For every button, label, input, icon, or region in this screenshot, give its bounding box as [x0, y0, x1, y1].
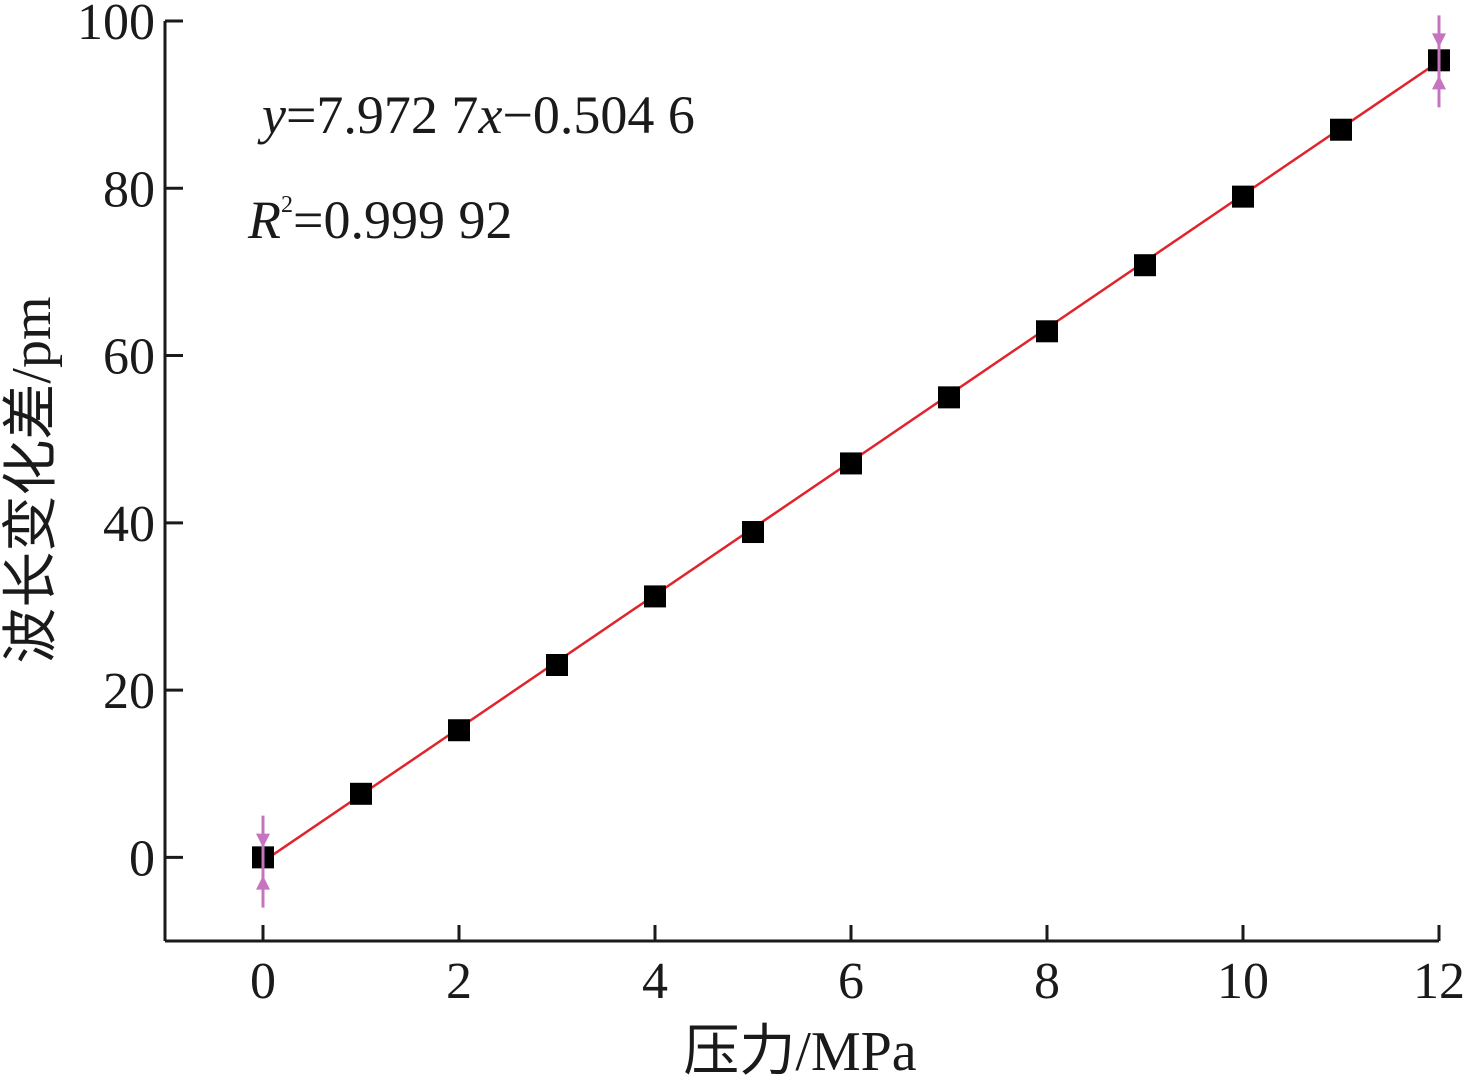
data-point-0-2	[448, 719, 470, 742]
r2-r: R	[247, 190, 281, 250]
range-marker-arrow-down-0	[256, 875, 270, 890]
range-marker-1	[1432, 15, 1446, 108]
range-marker-0	[256, 815, 270, 908]
y-tick-label-20: 20	[103, 663, 155, 720]
range-marker-arrow-up-0	[256, 833, 270, 848]
y-tick-label-40: 40	[103, 496, 155, 553]
x-tick-label-4: 4	[642, 953, 668, 1010]
range-markers	[256, 15, 1446, 908]
data-point-0-11	[1330, 118, 1352, 141]
data-point-0-8	[1036, 320, 1058, 343]
data-point-0-6	[840, 452, 862, 475]
range-marker-arrow-up-1	[1432, 33, 1446, 48]
x-axis-title: 压力/MPa	[683, 1021, 916, 1078]
axes	[163, 21, 1439, 943]
data-point-0-4	[644, 585, 666, 608]
r2-value: =0.999 92	[293, 190, 512, 250]
data-point-0-10	[1232, 185, 1254, 208]
data-point-0-9	[1134, 254, 1156, 277]
fit-equation: y=7.972 7x−0.504 6	[257, 85, 695, 145]
eq-y: y	[257, 85, 286, 145]
y-tick-label-60: 60	[103, 329, 155, 386]
eq-part-1: =7.972 7	[286, 85, 478, 145]
x-tick-label-12: 12	[1413, 953, 1465, 1010]
r-squared: R2=0.999 92	[247, 190, 512, 250]
data-point-0-1	[350, 782, 372, 805]
eq-part-2: −0.504 6	[502, 85, 694, 145]
x-tick-label-8: 8	[1034, 953, 1060, 1010]
x-tick-label-10: 10	[1217, 953, 1269, 1010]
range-marker-arrow-down-1	[1432, 75, 1446, 90]
x-tick-label-2: 2	[446, 953, 472, 1010]
data-points	[252, 49, 1450, 869]
data-point-0-3	[546, 654, 568, 676]
y-tick-label-100: 100	[77, 0, 155, 51]
y-axis-title: 波长变化差/pm	[1, 296, 63, 663]
data-point-0-7	[938, 386, 960, 409]
data-point-0-5	[742, 521, 764, 544]
y-tick-label-80: 80	[103, 161, 155, 218]
x-tick-label-6: 6	[838, 953, 864, 1010]
eq-x: x	[477, 85, 502, 145]
r2-sup: 2	[281, 192, 293, 218]
x-tick-label-0: 0	[250, 953, 276, 1010]
ticks: 0 2 4 6 8 10 12 0 20 40 60 80 100	[77, 0, 1465, 1010]
y-tick-label-0: 0	[129, 830, 155, 887]
